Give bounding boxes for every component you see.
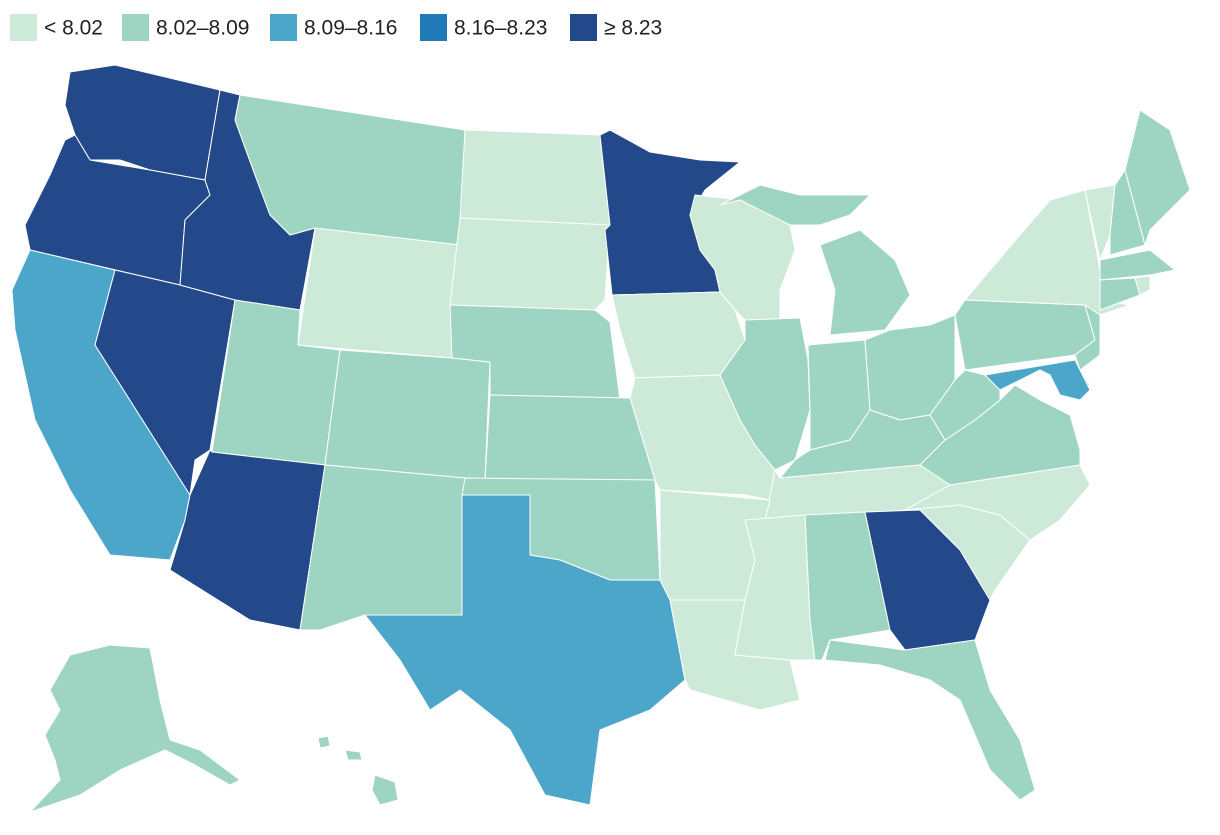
state <box>324 349 491 481</box>
state <box>719 184 871 226</box>
state <box>954 299 1096 371</box>
legend-swatch <box>122 14 149 41</box>
state <box>1109 169 1146 256</box>
state <box>317 735 331 749</box>
state <box>297 227 461 359</box>
state <box>984 359 1091 401</box>
state <box>824 639 1036 801</box>
state <box>1134 275 1151 296</box>
legend-label: ≥ 8.23 <box>604 17 662 40</box>
state <box>344 749 363 761</box>
state <box>364 494 686 806</box>
state <box>169 449 326 631</box>
state <box>299 464 466 631</box>
states <box>11 64 1191 813</box>
state <box>1099 249 1176 281</box>
legend-label: 8.16–8.23 <box>454 17 547 40</box>
state <box>459 129 611 226</box>
state <box>29 644 241 813</box>
state <box>904 464 1091 541</box>
state <box>611 291 746 379</box>
state <box>64 64 221 181</box>
legend: < 8.02 8.02–8.09 8.09–8.16 8.16–8.23 ≥ 8.23 <box>10 14 662 41</box>
state <box>371 774 399 806</box>
legend-label: < 8.02 <box>44 17 103 40</box>
legend-swatch <box>420 14 447 41</box>
legend-label: 8.09–8.16 <box>304 17 397 40</box>
state <box>449 217 611 311</box>
legend-swatch <box>570 14 597 41</box>
legend-swatch <box>270 14 297 41</box>
legend-swatch <box>10 14 37 41</box>
state <box>819 229 911 336</box>
legend-label: 8.02–8.09 <box>156 17 249 40</box>
state <box>1124 109 1191 246</box>
state <box>484 394 656 481</box>
